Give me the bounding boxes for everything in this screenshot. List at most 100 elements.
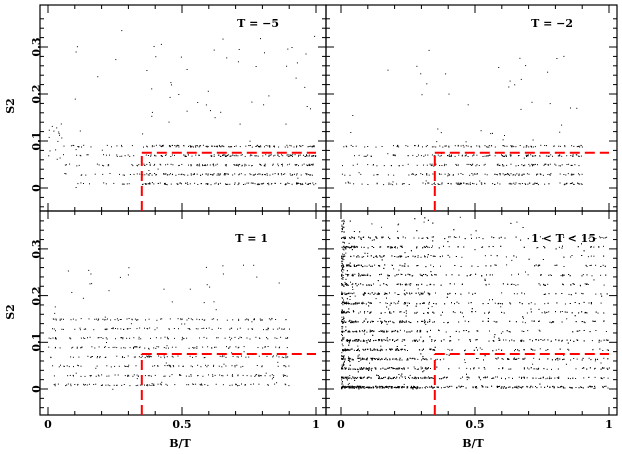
- scatter-point: [273, 145, 275, 147]
- scatter-point: [470, 368, 471, 370]
- scatter-point: [71, 292, 73, 293]
- scatter-point: [476, 173, 478, 175]
- scatter-point: [189, 328, 190, 330]
- scatter-point: [526, 155, 528, 157]
- scatter-point: [249, 173, 251, 175]
- scatter-point: [387, 174, 389, 176]
- scatter-point: [248, 182, 250, 184]
- scatter-point: [397, 386, 399, 388]
- scatter-point: [452, 174, 454, 176]
- scatter-point: [54, 306, 56, 308]
- scatter-point: [367, 164, 369, 166]
- scatter-point: [564, 145, 566, 147]
- scatter-point: [366, 331, 368, 333]
- scatter-point: [566, 182, 568, 184]
- scatter-point: [439, 184, 441, 185]
- scatter-point: [77, 146, 79, 147]
- scatter-point: [363, 376, 365, 378]
- scatter-point: [479, 146, 481, 148]
- scatter-point: [123, 384, 125, 385]
- scatter-point: [387, 367, 389, 369]
- scatter-point: [589, 367, 591, 369]
- scatter-point: [166, 384, 168, 386]
- scatter-point: [51, 125, 53, 127]
- scatter-point: [389, 348, 390, 350]
- scatter-point: [341, 283, 343, 284]
- scatter-point: [347, 383, 349, 385]
- scatter-point: [193, 173, 195, 174]
- scatter-point: [509, 174, 511, 176]
- scatter-point: [153, 385, 155, 386]
- scatter-point: [241, 154, 243, 156]
- scatter-point: [351, 348, 353, 350]
- scatter-point: [216, 163, 218, 165]
- scatter-point: [403, 293, 405, 295]
- scatter-point: [223, 355, 225, 357]
- scatter-point: [90, 375, 92, 376]
- scatter-point: [344, 281, 346, 283]
- scatter-point: [274, 383, 276, 385]
- scatter-point: [352, 164, 354, 166]
- scatter-point: [363, 294, 365, 296]
- scatter-point: [222, 145, 224, 147]
- scatter-point: [287, 356, 289, 358]
- scatter-point: [97, 374, 99, 376]
- scatter-point: [513, 174, 515, 176]
- scatter-point: [578, 155, 580, 157]
- scatter-point: [560, 311, 561, 313]
- scatter-point: [215, 383, 217, 385]
- scatter-point: [114, 365, 116, 367]
- scatter-point: [70, 338, 72, 340]
- scatter-point: [155, 155, 157, 157]
- scatter-point: [371, 239, 373, 241]
- scatter-point: [466, 379, 468, 381]
- scatter-point: [451, 154, 452, 156]
- scatter-point: [54, 312, 56, 314]
- scatter-point: [606, 236, 608, 238]
- scatter-point: [231, 327, 233, 329]
- scatter-point: [175, 174, 177, 176]
- scatter-point: [282, 155, 284, 157]
- scatter-point: [360, 265, 362, 267]
- scatter-point: [600, 362, 602, 364]
- scatter-point: [149, 182, 151, 184]
- scatter-point: [466, 376, 468, 378]
- scatter-point: [471, 173, 473, 174]
- scatter-point: [347, 181, 349, 183]
- scatter-point: [429, 319, 431, 321]
- scatter-point: [344, 236, 346, 238]
- scatter-point: [188, 317, 190, 319]
- scatter-point: [98, 375, 100, 377]
- scatter-point: [559, 155, 561, 157]
- scatter-point: [270, 319, 272, 321]
- scatter-point: [442, 255, 443, 257]
- scatter-point: [466, 183, 468, 185]
- scatter-point: [348, 349, 350, 351]
- scatter-point: [504, 237, 506, 239]
- scatter-point: [106, 328, 108, 330]
- scatter-point: [509, 386, 511, 388]
- scatter-point: [222, 355, 223, 357]
- scatter-point: [430, 348, 432, 350]
- scatter-point: [194, 145, 196, 147]
- scatter-point: [345, 330, 346, 332]
- scatter-point: [261, 319, 263, 321]
- scatter-point: [544, 303, 546, 305]
- scatter-point: [360, 368, 362, 370]
- scatter-point: [362, 358, 364, 360]
- scatter-point: [396, 256, 398, 258]
- scatter-point: [263, 104, 265, 106]
- scatter-point: [458, 274, 460, 276]
- scatter-point: [219, 174, 221, 176]
- scatter-point: [135, 346, 137, 348]
- scatter-point: [251, 321, 253, 323]
- scatter-point: [488, 145, 490, 147]
- scatter-point: [581, 173, 583, 175]
- scatter-point: [196, 346, 198, 348]
- scatter-point: [201, 328, 203, 329]
- scatter-point: [225, 184, 227, 185]
- scatter-point: [361, 367, 362, 369]
- scatter-point: [427, 386, 429, 388]
- scatter-point: [146, 385, 148, 386]
- scatter-point: [306, 154, 307, 156]
